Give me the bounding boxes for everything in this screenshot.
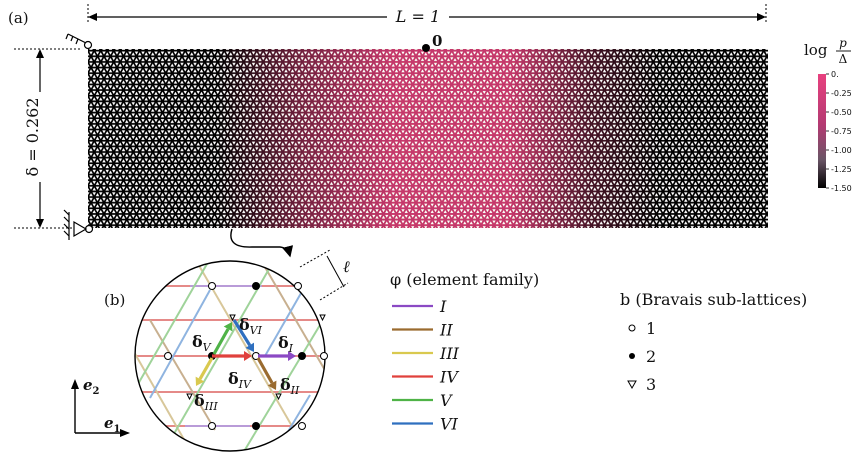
origin-label: 0 [432, 32, 442, 50]
length-dimension: L = 1 [87, 4, 767, 26]
bond-vector-label: δII [280, 375, 300, 397]
bond-vector-label: δVI [239, 315, 263, 337]
colorbar-tick-label: -1.00 [831, 146, 852, 155]
top-pin-support [65, 33, 93, 50]
legend-phi-label: V [440, 391, 453, 410]
legend-b-label: 1 [646, 319, 656, 338]
colorbar-title-log: log [804, 41, 828, 59]
legend-b-title: b (Bravais sub-lattices) [620, 290, 807, 309]
unit-cell-zoom: δI δII δIII δIV δV δVI ℓ [134, 249, 350, 452]
legend-phi-label: II [439, 321, 453, 340]
colorbar-title-num: p [839, 36, 847, 50]
legend-phi-title: φ (element family) [390, 270, 539, 289]
legend-b-label: 3 [646, 375, 656, 394]
bond-vector-v [212, 328, 230, 355]
bond-vector-vi [232, 319, 252, 347]
bond-vector-head [244, 351, 252, 361]
bottom-roller-support [63, 209, 94, 240]
zoom-arrow [230, 228, 294, 258]
bond-vector-iii [198, 357, 214, 380]
colorbar-tick-label: -0.75 [831, 127, 852, 136]
legend-phi-label: III [439, 344, 460, 363]
open-triangle-marker [627, 380, 637, 390]
legend-phi-label: IV [439, 368, 459, 387]
colorbar-tick-label: -0.25 [831, 89, 852, 98]
bond-vector-head [288, 351, 296, 361]
colorbar-title-den: Δ [839, 52, 848, 66]
basis-vectors: e2 e1 [71, 376, 130, 437]
e2-label: e2 [83, 376, 100, 397]
bond-vector-label: δIII [194, 391, 218, 413]
bond-vector-label: δI [278, 333, 294, 355]
bond-vector-label: δV [192, 332, 212, 354]
height-label: δ = 0.262 [23, 97, 42, 176]
colorbar-tick-label: -1.25 [831, 165, 852, 174]
lattice-strip [88, 49, 768, 228]
colorbar-tick-label: -1.50 [831, 184, 852, 193]
bond-vector-label: δIV [228, 369, 252, 391]
ell-label: ℓ [343, 257, 350, 276]
open-circle-marker [628, 324, 636, 332]
bond-vector-ii [256, 357, 274, 384]
bond-vector-head [223, 322, 233, 332]
legend-sublattices: b (Bravais sub-lattices) 1 2 3 [620, 290, 807, 394]
origin-node [422, 44, 430, 52]
colorbar-gradient [818, 74, 826, 188]
length-label: L = 1 [395, 7, 440, 26]
legend-b-label: 2 [646, 347, 656, 366]
filled-circle-marker [629, 353, 635, 359]
colorbar-tick-label: -0.50 [831, 108, 852, 117]
bond-vector-head [267, 380, 277, 390]
ell-dimension: ℓ [299, 249, 350, 301]
legend-phi-label: I [439, 297, 447, 316]
panel-b-label: (b) [104, 291, 125, 309]
legend-phi-label: VI [440, 415, 459, 434]
colorbar: log p Δ 0. -0.25 -0.50 -0.75 -1.00 -1.25 -1.50 [804, 36, 852, 193]
bond-vector-head [195, 376, 205, 386]
height-dimension: δ = 0.262 [14, 48, 80, 229]
e1-label: e1 [104, 414, 121, 435]
bond-vector-head [245, 342, 254, 352]
colorbar-tick-label: 0. [831, 70, 839, 79]
panel-a-label: (a) [8, 9, 29, 27]
